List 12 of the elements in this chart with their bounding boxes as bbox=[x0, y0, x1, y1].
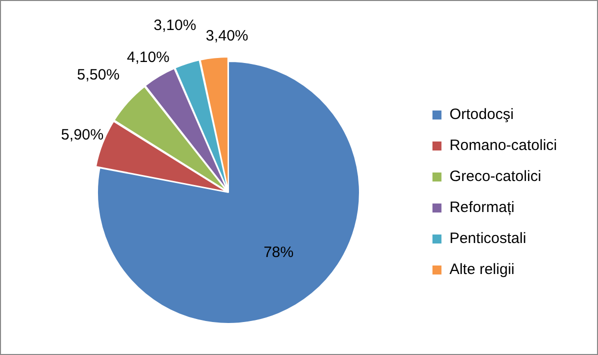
legend-label: Alte religii bbox=[449, 261, 514, 278]
legend-label: Romano-catolici bbox=[449, 137, 558, 154]
data-label: 4,10% bbox=[126, 48, 170, 66]
legend-label: Penticostali bbox=[449, 230, 526, 248]
legend-label: Reformați bbox=[449, 199, 514, 216]
legend-label: Ortodocşi bbox=[449, 106, 514, 124]
legend-label: Greco-catolici bbox=[449, 168, 542, 186]
data-label: 5,90% bbox=[61, 126, 104, 144]
data-label: 3,10% bbox=[154, 17, 196, 34]
data-label: 5,50% bbox=[77, 66, 120, 84]
data-label: 78% bbox=[264, 244, 294, 262]
data-label: 3,40% bbox=[206, 28, 248, 45]
